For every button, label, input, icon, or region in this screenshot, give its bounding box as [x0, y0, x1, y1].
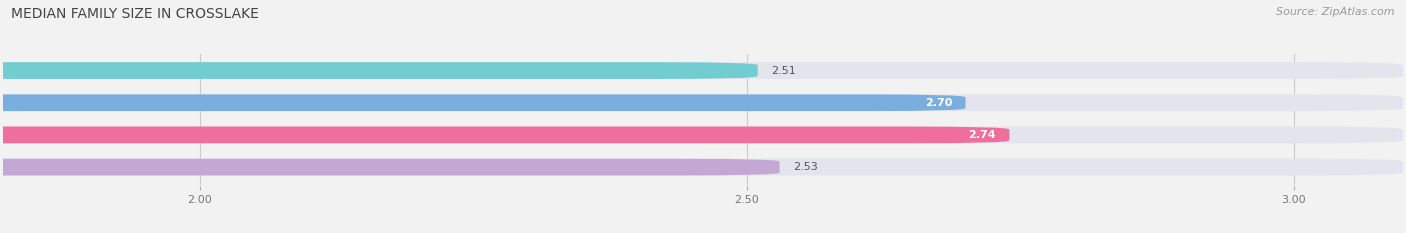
FancyBboxPatch shape	[0, 62, 1403, 79]
FancyBboxPatch shape	[0, 94, 1403, 111]
Text: 2.74: 2.74	[969, 130, 997, 140]
FancyBboxPatch shape	[0, 127, 1010, 143]
Text: MEDIAN FAMILY SIZE IN CROSSLAKE: MEDIAN FAMILY SIZE IN CROSSLAKE	[11, 7, 259, 21]
Text: 2.51: 2.51	[770, 65, 796, 75]
Text: Source: ZipAtlas.com: Source: ZipAtlas.com	[1277, 7, 1395, 17]
Text: 2.53: 2.53	[793, 162, 817, 172]
FancyBboxPatch shape	[0, 62, 758, 79]
Text: 2.70: 2.70	[925, 98, 952, 108]
FancyBboxPatch shape	[0, 94, 966, 111]
FancyBboxPatch shape	[0, 127, 1403, 143]
FancyBboxPatch shape	[0, 159, 779, 175]
FancyBboxPatch shape	[0, 159, 1403, 175]
